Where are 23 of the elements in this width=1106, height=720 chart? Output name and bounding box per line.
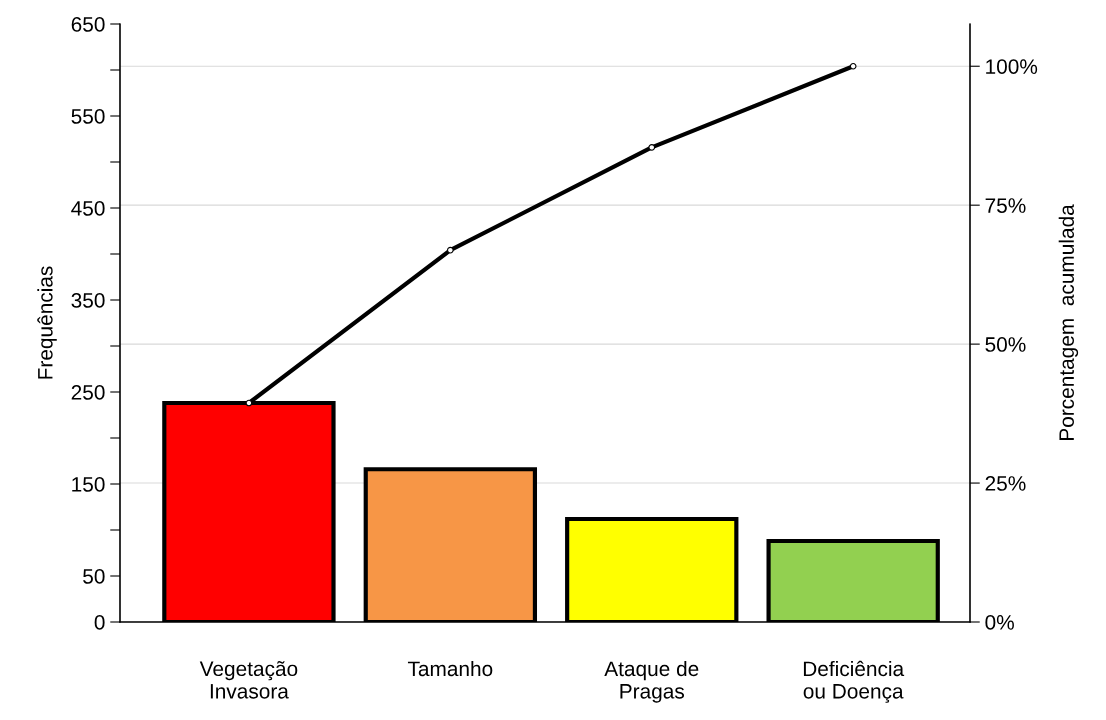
y2-tick-label: 50%	[985, 337, 1026, 352]
x-tick-label: Tamanho	[407, 660, 493, 677]
x-tick-label: Deficiência ou Doença	[803, 660, 905, 703]
y2-tick-label: 0%	[985, 615, 1014, 630]
y2-tick-label: 100%	[986, 59, 1038, 74]
y-tick-label: 50	[83, 569, 105, 584]
y-tick-label: 150	[72, 477, 105, 492]
y-tick-label: 250	[71, 385, 105, 400]
x-tick-label: Vegetação Invasora	[199, 660, 298, 699]
y-tick-label: 350	[71, 293, 105, 308]
y-axis-title: Frequências	[37, 266, 57, 379]
point	[245, 399, 253, 407]
point	[648, 144, 656, 151]
point	[446, 246, 454, 254]
y2-axis-title: Porcentagem acumulada	[1058, 204, 1079, 440]
y-tick-label: 0	[94, 615, 105, 630]
y-tick-label: 650	[71, 17, 105, 32]
y2-tick-label: 25%	[985, 476, 1026, 491]
y2-tick-label: 75%	[985, 198, 1026, 213]
y-tick-label: 550	[71, 109, 105, 124]
x-tick-label: Ataque de Pragas	[604, 660, 699, 703]
point	[849, 62, 857, 70]
y-tick-label: 450	[71, 201, 105, 216]
